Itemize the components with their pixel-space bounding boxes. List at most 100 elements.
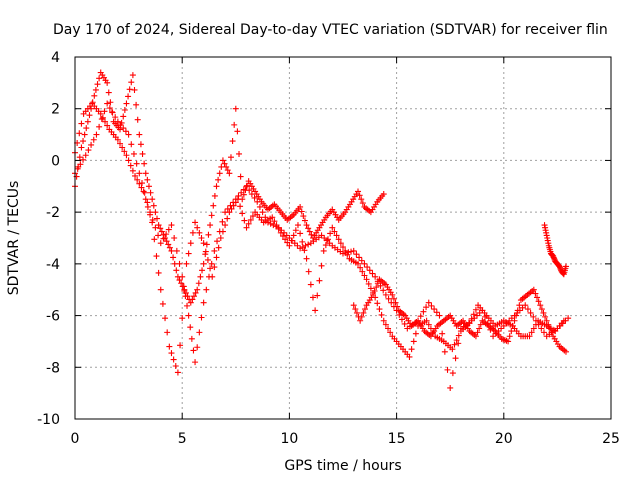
data-point bbox=[534, 294, 541, 301]
data-point bbox=[213, 254, 220, 261]
data-point bbox=[136, 131, 143, 138]
data-point bbox=[155, 232, 162, 239]
data-point bbox=[125, 131, 132, 138]
data-point bbox=[378, 311, 385, 318]
data-point bbox=[527, 309, 534, 316]
data-point bbox=[185, 250, 192, 257]
data-point bbox=[232, 105, 239, 112]
data-point bbox=[326, 240, 333, 247]
data-point bbox=[163, 238, 170, 245]
data-point bbox=[436, 312, 443, 319]
data-point bbox=[538, 325, 545, 332]
data-point bbox=[96, 123, 103, 130]
data-point bbox=[509, 322, 516, 329]
x-tick-label: 10 bbox=[280, 431, 298, 447]
data-point bbox=[303, 255, 310, 262]
data-point bbox=[94, 81, 101, 88]
data-point bbox=[344, 251, 351, 258]
data-point bbox=[541, 329, 547, 336]
data-point bbox=[357, 264, 364, 271]
data-point bbox=[152, 224, 159, 231]
data-point bbox=[137, 141, 144, 148]
data-point bbox=[357, 317, 364, 324]
series-track-c bbox=[72, 100, 567, 376]
data-point bbox=[144, 203, 151, 210]
plot-frame bbox=[74, 56, 612, 420]
data-point bbox=[506, 317, 513, 324]
data-point bbox=[371, 288, 378, 295]
data-point bbox=[114, 118, 121, 125]
data-point bbox=[173, 267, 180, 274]
data-point bbox=[329, 224, 336, 231]
data-point bbox=[288, 237, 295, 244]
chart-title: Day 170 of 2024, Sidereal Day-to-day VTE… bbox=[53, 22, 608, 38]
data-point bbox=[449, 370, 456, 377]
data-point bbox=[382, 291, 389, 298]
data-point bbox=[408, 346, 415, 353]
data-point bbox=[226, 170, 233, 177]
data-point bbox=[128, 141, 135, 148]
data-point bbox=[294, 222, 301, 229]
data-point bbox=[359, 200, 366, 207]
data-point bbox=[361, 272, 368, 279]
data-point bbox=[308, 231, 315, 238]
data-point bbox=[356, 254, 363, 261]
y-axis-label: SDTVAR / TECUs bbox=[6, 181, 22, 296]
data-point bbox=[174, 369, 181, 376]
data-point bbox=[348, 248, 355, 255]
data-point bbox=[537, 302, 544, 309]
data-point bbox=[129, 167, 136, 174]
data-point bbox=[361, 306, 368, 313]
data-point bbox=[474, 312, 480, 319]
data-point bbox=[290, 232, 297, 239]
data-point bbox=[202, 248, 209, 255]
data-point bbox=[182, 293, 189, 300]
data-point bbox=[210, 202, 217, 209]
data-point bbox=[165, 226, 172, 233]
data-point bbox=[314, 292, 321, 299]
data-point bbox=[200, 240, 207, 247]
data-point bbox=[90, 136, 97, 143]
data-point bbox=[542, 313, 549, 320]
data-point bbox=[500, 322, 507, 329]
data-point bbox=[80, 138, 87, 145]
data-point bbox=[364, 264, 371, 271]
data-point bbox=[365, 280, 372, 287]
series-track-b bbox=[72, 100, 572, 391]
data-point bbox=[164, 329, 171, 336]
data-point bbox=[213, 183, 220, 190]
data-point bbox=[267, 220, 274, 227]
data-point bbox=[369, 270, 376, 277]
data-point bbox=[207, 265, 214, 272]
data-point bbox=[292, 227, 299, 234]
data-point bbox=[211, 247, 218, 254]
data-point bbox=[224, 167, 231, 174]
data-point bbox=[117, 121, 124, 128]
data-point bbox=[179, 273, 186, 280]
data-point bbox=[530, 325, 537, 332]
data-point bbox=[160, 235, 167, 242]
data-point bbox=[455, 332, 462, 339]
data-point bbox=[109, 109, 116, 116]
data-point bbox=[207, 222, 214, 229]
data-point bbox=[204, 256, 211, 263]
data-point bbox=[197, 273, 204, 280]
data-point bbox=[301, 247, 308, 254]
data-point bbox=[526, 333, 533, 340]
data-point bbox=[356, 192, 363, 199]
data-point bbox=[305, 241, 312, 248]
data-point bbox=[151, 236, 158, 243]
data-point bbox=[119, 144, 126, 151]
data-point bbox=[305, 268, 312, 275]
data-point bbox=[129, 72, 136, 79]
data-point bbox=[219, 157, 226, 164]
data-point bbox=[320, 247, 327, 254]
data-point bbox=[243, 183, 250, 190]
data-point bbox=[131, 86, 138, 93]
data-point bbox=[324, 236, 331, 243]
axis-ticks: 0 5 10 15 20 25 -10 -8 -6 -4 -2 0 2 4 bbox=[37, 50, 620, 447]
data-point bbox=[147, 189, 154, 196]
data-point bbox=[83, 125, 90, 132]
data-point bbox=[159, 300, 166, 307]
data-point bbox=[170, 356, 177, 363]
